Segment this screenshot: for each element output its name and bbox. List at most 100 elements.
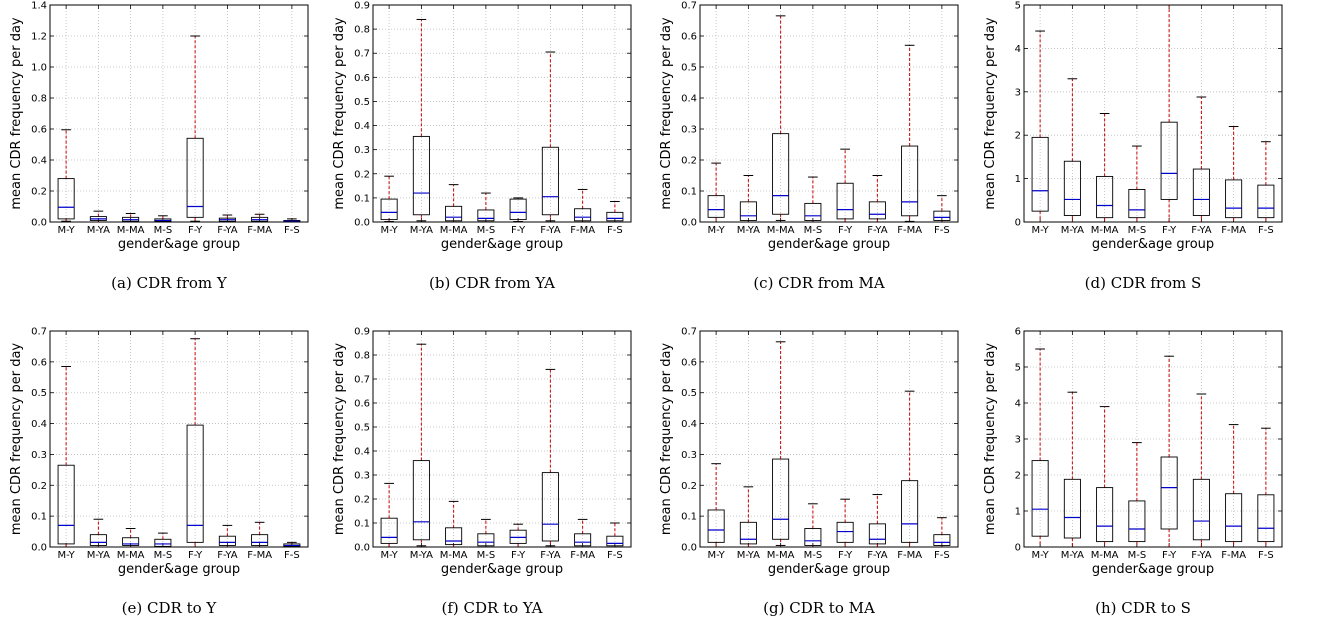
box-M-S	[804, 503, 822, 548]
box-F-S	[1257, 141, 1275, 223]
box-iqr	[477, 209, 495, 222]
y-tick-label: 1.2	[31, 32, 47, 43]
x-tick-label: M-MA	[1091, 550, 1119, 561]
y-tick-label: 3	[1015, 435, 1021, 446]
x-tick-label: F-S	[934, 225, 950, 236]
box-F-YA	[541, 368, 559, 547]
box-iqr	[1096, 175, 1114, 219]
box-F-Y	[1160, 4, 1178, 223]
x-tick-label: M-MA	[1091, 225, 1119, 236]
subfigure-caption: (c) CDR from MA	[753, 274, 885, 292]
y-tick-label: 0.3	[354, 145, 370, 156]
box-M-S	[154, 215, 172, 223]
x-tick-label: F-Y	[838, 225, 853, 236]
box-iqr	[1031, 136, 1049, 212]
x-tick-label: M-Y	[708, 550, 726, 561]
x-tick-label: M-Y	[708, 225, 726, 236]
y-tick-label: 0.7	[354, 375, 370, 386]
box-iqr	[1257, 494, 1275, 543]
y-axis-label: mean CDR frequency per day	[983, 343, 998, 536]
box-M-YA	[1063, 78, 1081, 223]
x-tick-label: F-Y	[838, 550, 853, 561]
y-tick-label: 0.2	[354, 169, 370, 180]
box-iqr	[836, 521, 854, 543]
x-axis-label: gender&age group	[1092, 237, 1214, 252]
x-tick-label: F-MA	[897, 225, 922, 236]
x-tick-label: M-MA	[767, 550, 795, 561]
box-F-S	[606, 201, 624, 223]
box-F-Y	[509, 523, 527, 548]
x-tick-label: M-MA	[767, 225, 795, 236]
box-M-MA	[772, 341, 790, 546]
x-tick-label: M-MA	[117, 225, 145, 236]
box-M-YA	[412, 18, 430, 222]
box-iqr	[1160, 456, 1178, 530]
y-tick-label: 0.7	[681, 327, 697, 338]
x-tick-label: M-S	[1128, 550, 1147, 561]
box-iqr	[541, 146, 559, 216]
box-F-YA	[1192, 393, 1210, 548]
subfigure-caption: (g) CDR to MA	[763, 599, 875, 617]
y-tick-label: 2	[1015, 131, 1021, 142]
box-iqr	[445, 205, 463, 222]
y-tick-label: 0.5	[354, 423, 370, 434]
plot-frame	[699, 330, 959, 548]
x-tick-label: M-YA	[410, 550, 433, 561]
box-iqr	[933, 534, 951, 546]
x-axis-label: gender&age group	[768, 237, 890, 252]
y-tick-label: 0.6	[354, 399, 370, 410]
box-iqr	[1031, 460, 1049, 537]
box-iqr	[1063, 478, 1081, 539]
box-iqr	[1225, 493, 1243, 543]
chart-panel: 0 1 2 3 4 5 M-Y M-YA M-MA M-S F-Y F-YA F-MA F-S gender…	[983, 1, 1283, 292]
x-tick-label: F-YA	[867, 225, 888, 236]
x-tick-label: F-MA	[897, 550, 922, 561]
x-tick-label: F-MA	[1221, 550, 1246, 561]
y-tick-label: 6	[1015, 327, 1021, 338]
x-tick-label: M-MA	[440, 550, 468, 561]
y-axis-label: mean CDR frequency per day	[9, 17, 24, 210]
x-axis-label: gender&age group	[768, 562, 890, 577]
box-M-Y	[380, 175, 398, 223]
x-tick-label: M-MA	[440, 225, 468, 236]
box-iqr	[57, 464, 75, 545]
x-tick-label: F-S	[607, 225, 623, 236]
x-tick-label: F-YA	[1191, 225, 1212, 236]
x-axis-label: gender&age group	[118, 237, 240, 252]
box-iqr	[380, 198, 398, 221]
x-tick-label: F-YA	[540, 550, 561, 561]
y-tick-label: 0.0	[31, 543, 47, 554]
x-tick-label: F-MA	[247, 550, 272, 561]
x-tick-label: M-S	[154, 550, 173, 561]
x-tick-label: M-YA	[1061, 550, 1084, 561]
y-tick-label: 4	[1015, 399, 1021, 410]
x-tick-label: F-YA	[867, 550, 888, 561]
y-tick-label: 0.6	[681, 357, 697, 368]
box-iqr	[901, 145, 919, 217]
box-iqr	[1063, 160, 1081, 216]
x-tick-label: M-YA	[737, 550, 760, 561]
box-iqr	[509, 198, 527, 221]
y-tick-label: 0.7	[354, 49, 370, 60]
box-iqr	[804, 528, 822, 546]
y-axis-label: mean CDR frequency per day	[9, 343, 24, 536]
y-tick-label: 0.2	[31, 481, 47, 492]
box-M-Y	[57, 129, 75, 222]
y-tick-label: 0.1	[681, 512, 697, 523]
chart-panel: 0.0 0.1 0.2 0.3 0.4 0.5 0.6 0.7 M-Y M-YA M-MA M-S F-…	[9, 327, 309, 617]
box-F-MA	[574, 518, 592, 548]
box-M-Y	[1031, 30, 1049, 223]
plot-frame	[1023, 4, 1283, 223]
y-tick-label: 0.0	[354, 543, 370, 554]
x-tick-label: F-MA	[247, 225, 272, 236]
y-tick-label: 5	[1015, 363, 1021, 374]
box-F-MA	[901, 44, 919, 222]
box-iqr	[57, 178, 75, 220]
box-F-MA	[901, 390, 919, 548]
x-tick-label: F-MA	[1221, 225, 1246, 236]
box-iqr	[707, 509, 725, 543]
y-tick-label: 0.4	[31, 419, 47, 430]
y-tick-label: 0.5	[681, 388, 697, 399]
box-F-S	[606, 522, 624, 548]
y-axis-label: mean CDR frequency per day	[332, 343, 347, 536]
